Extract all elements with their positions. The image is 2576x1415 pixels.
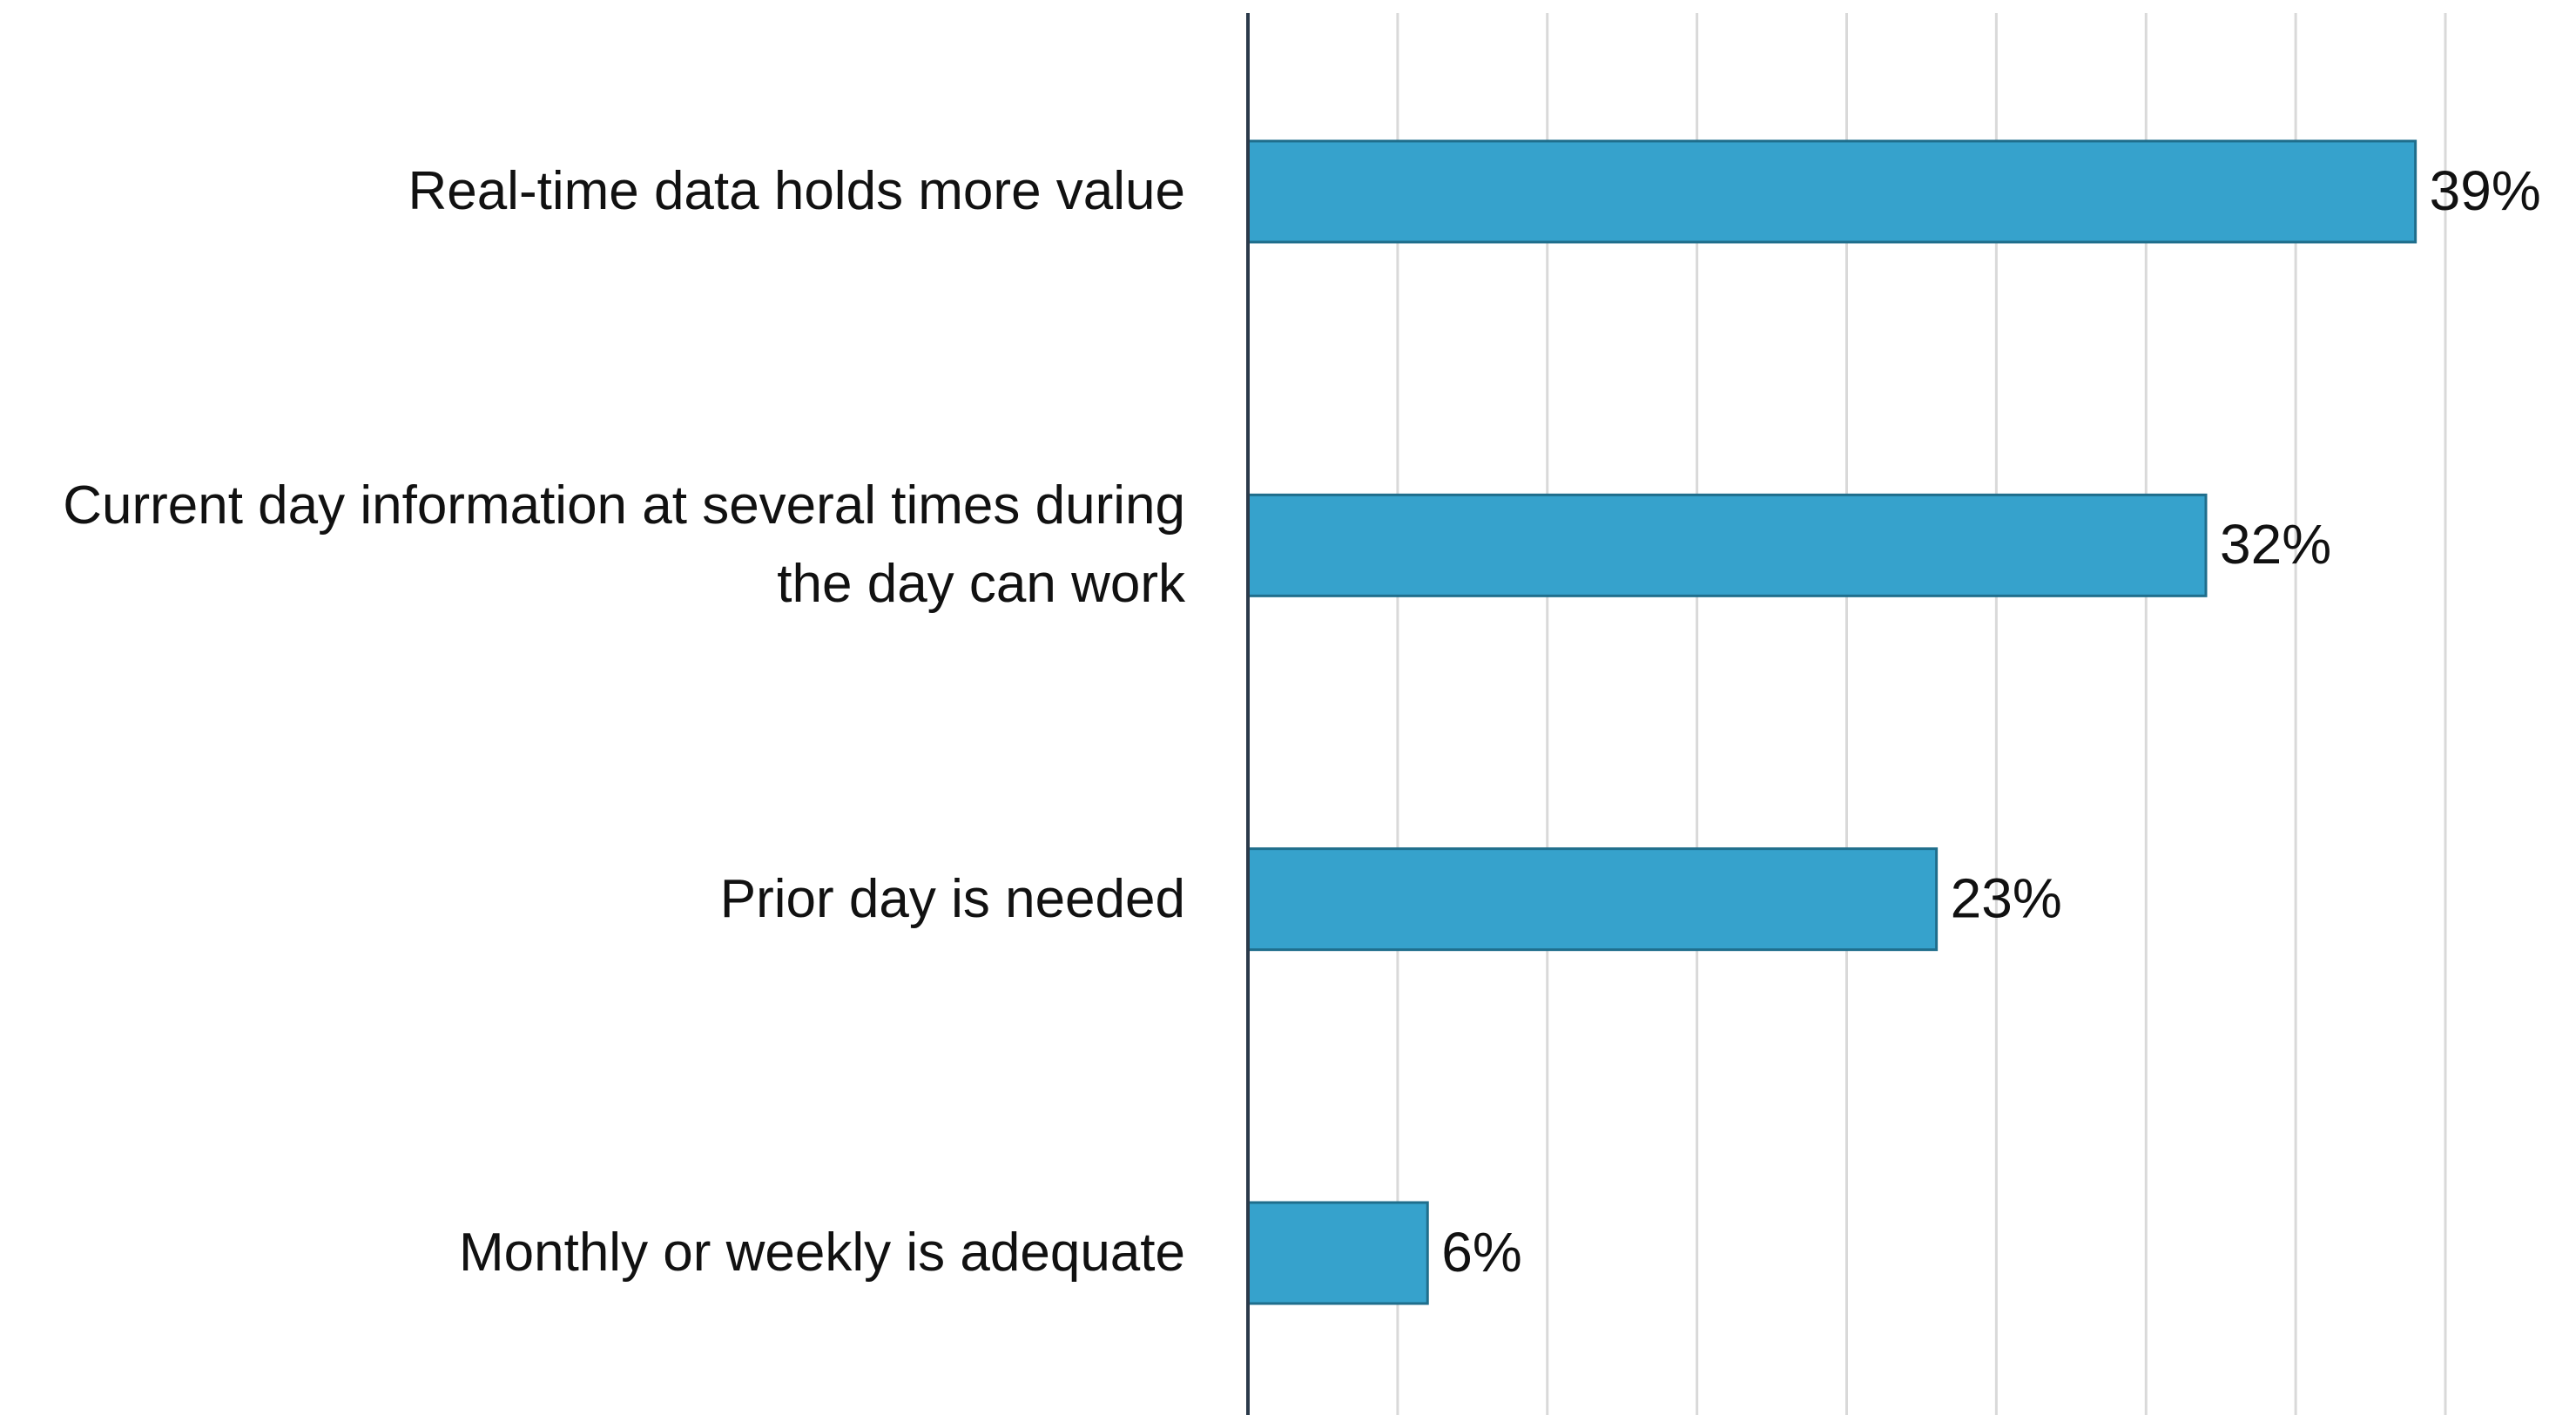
value-label: 39% bbox=[2430, 159, 2541, 222]
bar bbox=[1246, 493, 2208, 597]
value-label: 6% bbox=[1441, 1221, 1522, 1284]
value-label: 23% bbox=[1951, 867, 2062, 930]
value-label: 32% bbox=[2220, 513, 2331, 576]
category-label: Monthly or weekly is adequate bbox=[458, 1223, 1185, 1283]
category-label: Prior day is needed bbox=[719, 868, 1185, 929]
category-label: Current day information at several times… bbox=[63, 475, 1185, 615]
bar bbox=[1246, 1201, 1429, 1305]
bar bbox=[1246, 139, 2418, 244]
bar bbox=[1246, 847, 1939, 952]
category-label: Real-time data holds more value bbox=[408, 161, 1185, 221]
